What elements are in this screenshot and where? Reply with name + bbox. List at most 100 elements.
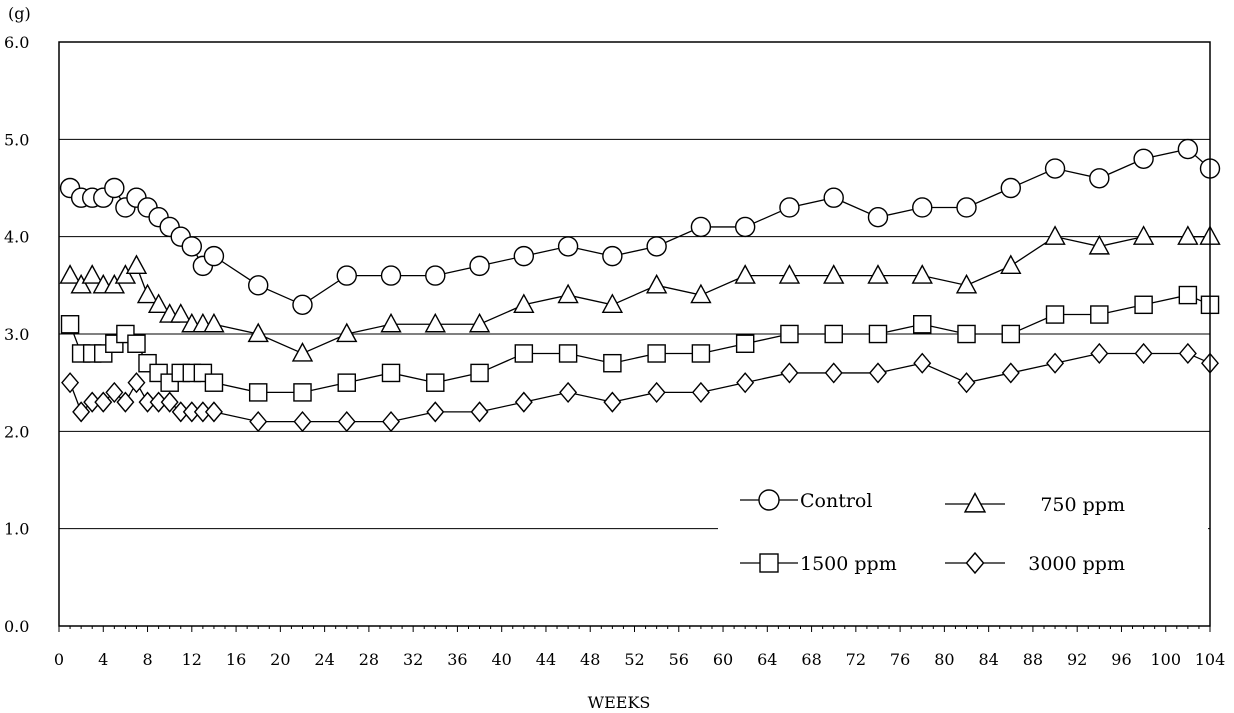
x-tick-label: 4: [98, 650, 108, 669]
data-point-diamond: [426, 401, 445, 423]
x-tick-label: 68: [801, 650, 821, 669]
data-point-triangle: [170, 303, 192, 323]
data-point-circle: [1089, 168, 1110, 189]
data-point-circle: [912, 197, 933, 218]
legend-label: 750 ppm: [1040, 494, 1125, 516]
x-tick-label: 52: [624, 650, 644, 669]
data-point-triangle: [955, 273, 978, 294]
y-tick-label: 0.0: [4, 617, 29, 636]
data-point-square: [558, 344, 578, 363]
data-point-circle: [1177, 138, 1199, 160]
data-point-circle: [557, 236, 579, 257]
data-point-square: [1045, 305, 1065, 324]
data-point-triangle: [380, 312, 402, 333]
data-point-diamond: [293, 411, 312, 433]
data-point-triangle: [103, 273, 126, 294]
x-tick-label: 80: [934, 650, 954, 669]
series-triangle: [59, 225, 1221, 362]
data-point-diamond: [691, 381, 710, 403]
legend: Control 750 ppm 1500 ppm 3000 ppm: [718, 468, 1208, 608]
data-point-circle: [292, 294, 313, 315]
data-point-circle: [779, 197, 800, 218]
data-point-circle: [336, 265, 357, 286]
data-point-circle: [1044, 158, 1066, 179]
data-point-triangle: [247, 322, 269, 343]
data-point-triangle: [1044, 225, 1066, 245]
x-tick-label: 56: [669, 650, 689, 669]
data-point-diamond: [965, 551, 985, 575]
legend-label: Control: [800, 490, 872, 512]
x-tick-label: 40: [492, 650, 512, 669]
data-point-circle: [104, 177, 125, 199]
data-point-square: [824, 324, 843, 344]
data-point-diamond: [957, 372, 976, 394]
data-point-circle: [425, 265, 446, 286]
legend-entry: Control: [740, 489, 872, 512]
data-point-triangle: [70, 273, 92, 294]
data-point-diamond: [382, 411, 401, 433]
data-point-triangle: [1000, 254, 1022, 275]
x-tick-label: 48: [580, 650, 600, 669]
data-point-square: [735, 334, 755, 353]
data-point-triangle: [1132, 225, 1155, 245]
y-tick-label: 5.0: [4, 130, 29, 149]
data-point-diamond: [824, 362, 843, 384]
data-point-square: [1178, 285, 1198, 305]
data-point-triangle: [911, 264, 933, 284]
data-point-square: [337, 373, 357, 392]
x-tick-label: 72: [846, 650, 866, 669]
x-axis-label: WEEKS: [588, 693, 651, 712]
data-point-square: [127, 334, 146, 353]
data-point-square: [868, 324, 888, 344]
data-point-triangle: [734, 264, 756, 284]
data-point-diamond: [559, 381, 578, 403]
series-layer: [59, 138, 1221, 433]
data-point-triangle: [1177, 225, 1199, 245]
data-point-diamond: [127, 372, 146, 394]
data-point-square: [514, 344, 534, 363]
data-point-square: [60, 315, 80, 334]
legend-label: 1500 ppm: [800, 553, 897, 575]
data-point-diamond: [1134, 342, 1153, 365]
data-point-diamond: [1001, 362, 1020, 384]
x-tick-label: 24: [314, 650, 334, 669]
data-point-diamond: [1178, 342, 1197, 365]
series-line: [69, 294, 1211, 394]
data-point-triangle: [778, 264, 801, 284]
data-point-square: [248, 383, 268, 402]
x-tick-label: 12: [182, 650, 202, 669]
x-tick-label: 16: [226, 650, 246, 669]
data-point-triangle: [690, 283, 712, 304]
x-tick-label: 0: [54, 650, 64, 669]
data-point-diamond: [514, 391, 533, 413]
data-point-triangle: [424, 312, 446, 333]
series-square: [60, 285, 1220, 402]
data-point-square: [780, 324, 799, 344]
data-point-circle: [602, 245, 623, 267]
data-point-square: [293, 383, 312, 402]
data-point-triangle: [867, 264, 889, 284]
x-tick-label: 64: [757, 650, 777, 669]
x-tick-label: 32: [403, 650, 423, 669]
data-point-circle: [956, 197, 977, 218]
data-point-diamond: [204, 401, 223, 423]
data-point-triangle: [468, 312, 491, 333]
data-point-square: [381, 363, 401, 383]
data-point-triangle: [59, 264, 81, 284]
data-point-triangle: [81, 264, 103, 284]
y-axis-label: (g): [8, 4, 31, 23]
data-point-square: [1001, 324, 1021, 344]
data-point-square: [603, 353, 622, 373]
data-point-square: [691, 344, 711, 363]
data-point-diamond: [94, 391, 113, 413]
data-point-square: [913, 315, 932, 334]
data-point-diamond: [736, 372, 755, 394]
data-point-diamond: [249, 411, 268, 433]
series-circle: [59, 138, 1221, 315]
y-tick-label: 2.0: [4, 422, 29, 441]
data-point-triangle: [125, 254, 148, 275]
data-point-square: [759, 553, 779, 573]
data-point-triangle: [1088, 234, 1111, 255]
series-line: [69, 148, 1211, 306]
y-tick-label: 3.0: [4, 325, 29, 344]
